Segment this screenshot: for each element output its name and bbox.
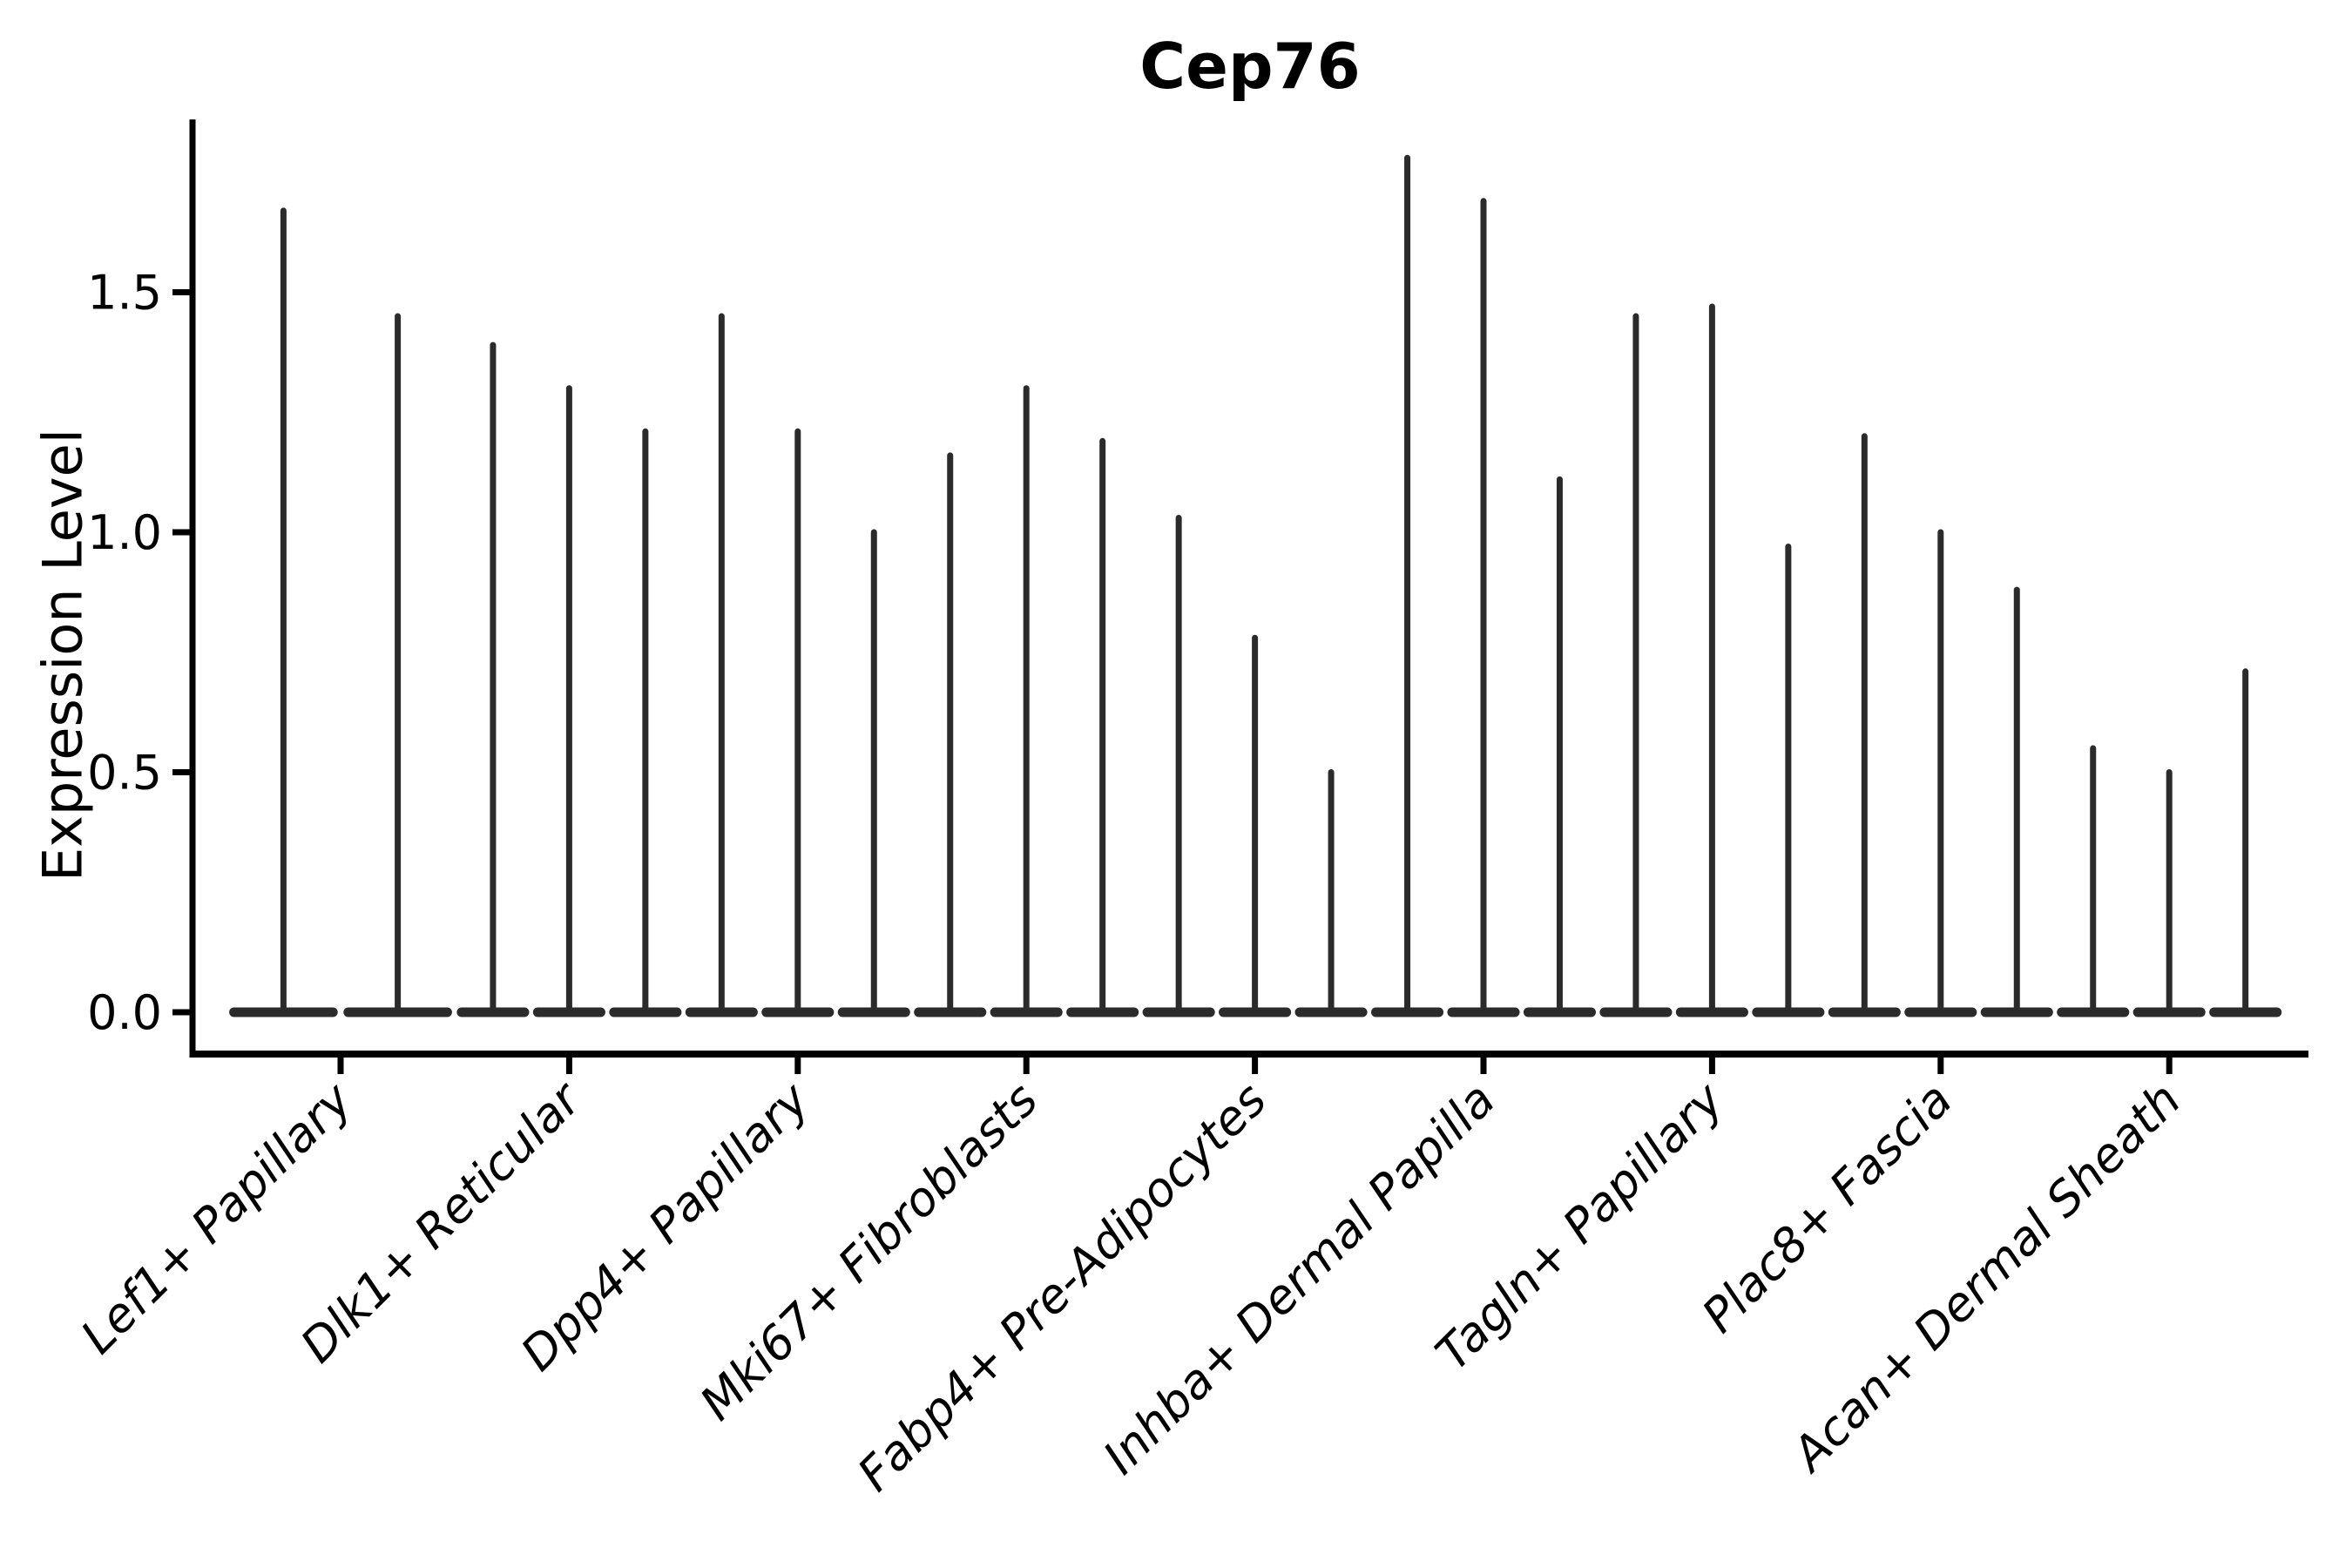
y-tick-label: 0.0 — [87, 985, 162, 1040]
violin-base — [2057, 1007, 2130, 1017]
violin-base — [1370, 1007, 1444, 1017]
violin-base — [1219, 1007, 1292, 1017]
violin-base — [1675, 1007, 1748, 1017]
violin-base — [456, 1007, 530, 1017]
violin-base — [914, 1007, 987, 1017]
violin-base — [685, 1007, 758, 1017]
violin-base — [229, 1007, 338, 1017]
violin-base — [1294, 1007, 1368, 1017]
violin-base — [2132, 1007, 2206, 1017]
violin-base — [343, 1007, 452, 1017]
violin-base — [1447, 1007, 1520, 1017]
x-tick-label: Inhba+ Dermal Papilla — [1092, 1072, 1505, 1485]
violin-base — [1523, 1007, 1597, 1017]
x-tick-label: Fabp4+ Pre-Adipocytes — [847, 1072, 1276, 1502]
chart-title: Cep76 — [1139, 30, 1361, 103]
violin-base — [837, 1007, 910, 1017]
violin-base — [1752, 1007, 1825, 1017]
y-tick-label: 1.5 — [87, 266, 162, 321]
violin-base — [2209, 1007, 2282, 1017]
violin-base — [1142, 1007, 1215, 1017]
x-tick-label: Acan+ Dermal Sheath — [1780, 1072, 2191, 1484]
violin-base — [990, 1007, 1063, 1017]
violin-base — [609, 1007, 682, 1017]
violin-base — [1599, 1007, 1673, 1017]
y-tick-label: 1.0 — [87, 505, 162, 560]
violin-base — [761, 1007, 835, 1017]
violin-base — [532, 1007, 605, 1017]
violin-base — [1980, 1007, 2053, 1017]
violin-base — [1066, 1007, 1139, 1017]
violin-base — [1904, 1007, 1977, 1017]
violin-base — [1828, 1007, 1901, 1017]
y-tick-label: 0.5 — [87, 746, 162, 801]
